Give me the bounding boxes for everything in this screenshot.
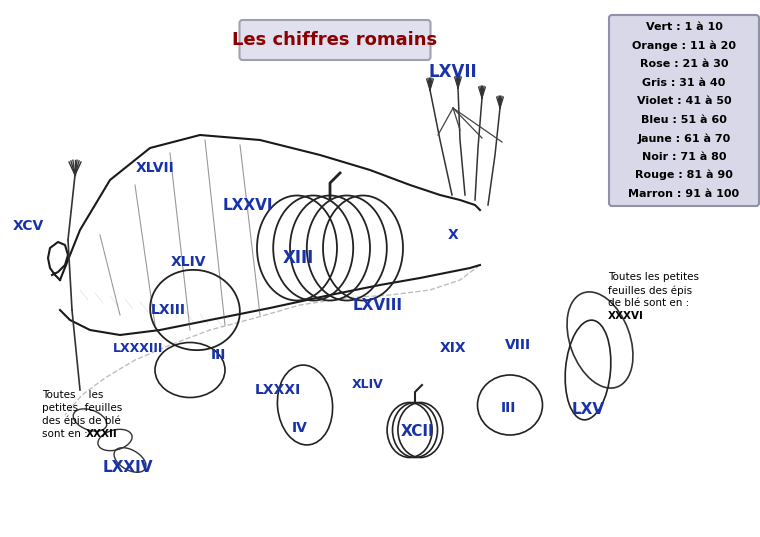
Text: Violet : 41 à 50: Violet : 41 à 50 xyxy=(637,96,731,106)
Text: petites  feuilles: petites feuilles xyxy=(42,403,122,413)
FancyBboxPatch shape xyxy=(239,20,430,60)
Text: III: III xyxy=(500,401,516,415)
Text: XLIV: XLIV xyxy=(352,379,384,391)
Text: Gris : 31 à 40: Gris : 31 à 40 xyxy=(642,78,726,88)
Text: LXV: LXV xyxy=(572,403,604,417)
Text: Rouge : 81 à 90: Rouge : 81 à 90 xyxy=(635,170,733,180)
Text: III: III xyxy=(211,348,226,362)
Text: Rose : 21 à 30: Rose : 21 à 30 xyxy=(640,59,728,69)
Text: LXVIII: LXVIII xyxy=(353,297,403,313)
Text: XCII: XCII xyxy=(401,425,435,439)
Text: Noir : 71 à 80: Noir : 71 à 80 xyxy=(641,152,727,162)
Text: Bleu : 51 à 60: Bleu : 51 à 60 xyxy=(641,115,727,125)
Text: Marron : 91 à 100: Marron : 91 à 100 xyxy=(629,188,739,199)
Text: XCV: XCV xyxy=(12,219,43,233)
Text: LXXVI: LXXVI xyxy=(223,198,274,213)
Text: feuilles des épis: feuilles des épis xyxy=(608,285,692,295)
Text: VIII: VIII xyxy=(505,338,531,352)
Text: IV: IV xyxy=(292,421,308,435)
Text: LXXIV: LXXIV xyxy=(103,461,154,475)
Text: XLVII: XLVII xyxy=(135,161,174,175)
Text: XIX: XIX xyxy=(440,341,467,355)
Text: Orange : 11 à 20: Orange : 11 à 20 xyxy=(632,40,736,51)
Text: Les chiffres romains: Les chiffres romains xyxy=(233,31,438,49)
Text: Toutes    les: Toutes les xyxy=(42,390,103,400)
Text: XLIV: XLIV xyxy=(170,255,206,269)
FancyBboxPatch shape xyxy=(609,15,759,206)
Text: XXXII: XXXII xyxy=(86,429,118,439)
Text: de blé sont en :: de blé sont en : xyxy=(608,298,689,308)
Text: des épis de blé: des épis de blé xyxy=(42,416,121,426)
Text: sont en :: sont en : xyxy=(42,429,91,439)
Text: LXXXIII: LXXXIII xyxy=(112,342,163,354)
Text: LXXXI: LXXXI xyxy=(255,383,301,397)
Text: Vert : 1 à 10: Vert : 1 à 10 xyxy=(645,22,723,32)
Text: LXIII: LXIII xyxy=(150,303,185,317)
Text: LXVII: LXVII xyxy=(429,63,477,81)
Text: XIII: XIII xyxy=(283,249,314,267)
Text: X: X xyxy=(448,228,458,242)
Text: XXXVI: XXXVI xyxy=(608,311,644,321)
Text: Toutes les petites: Toutes les petites xyxy=(608,272,699,282)
Text: Jaune : 61 à 70: Jaune : 61 à 70 xyxy=(638,133,730,143)
